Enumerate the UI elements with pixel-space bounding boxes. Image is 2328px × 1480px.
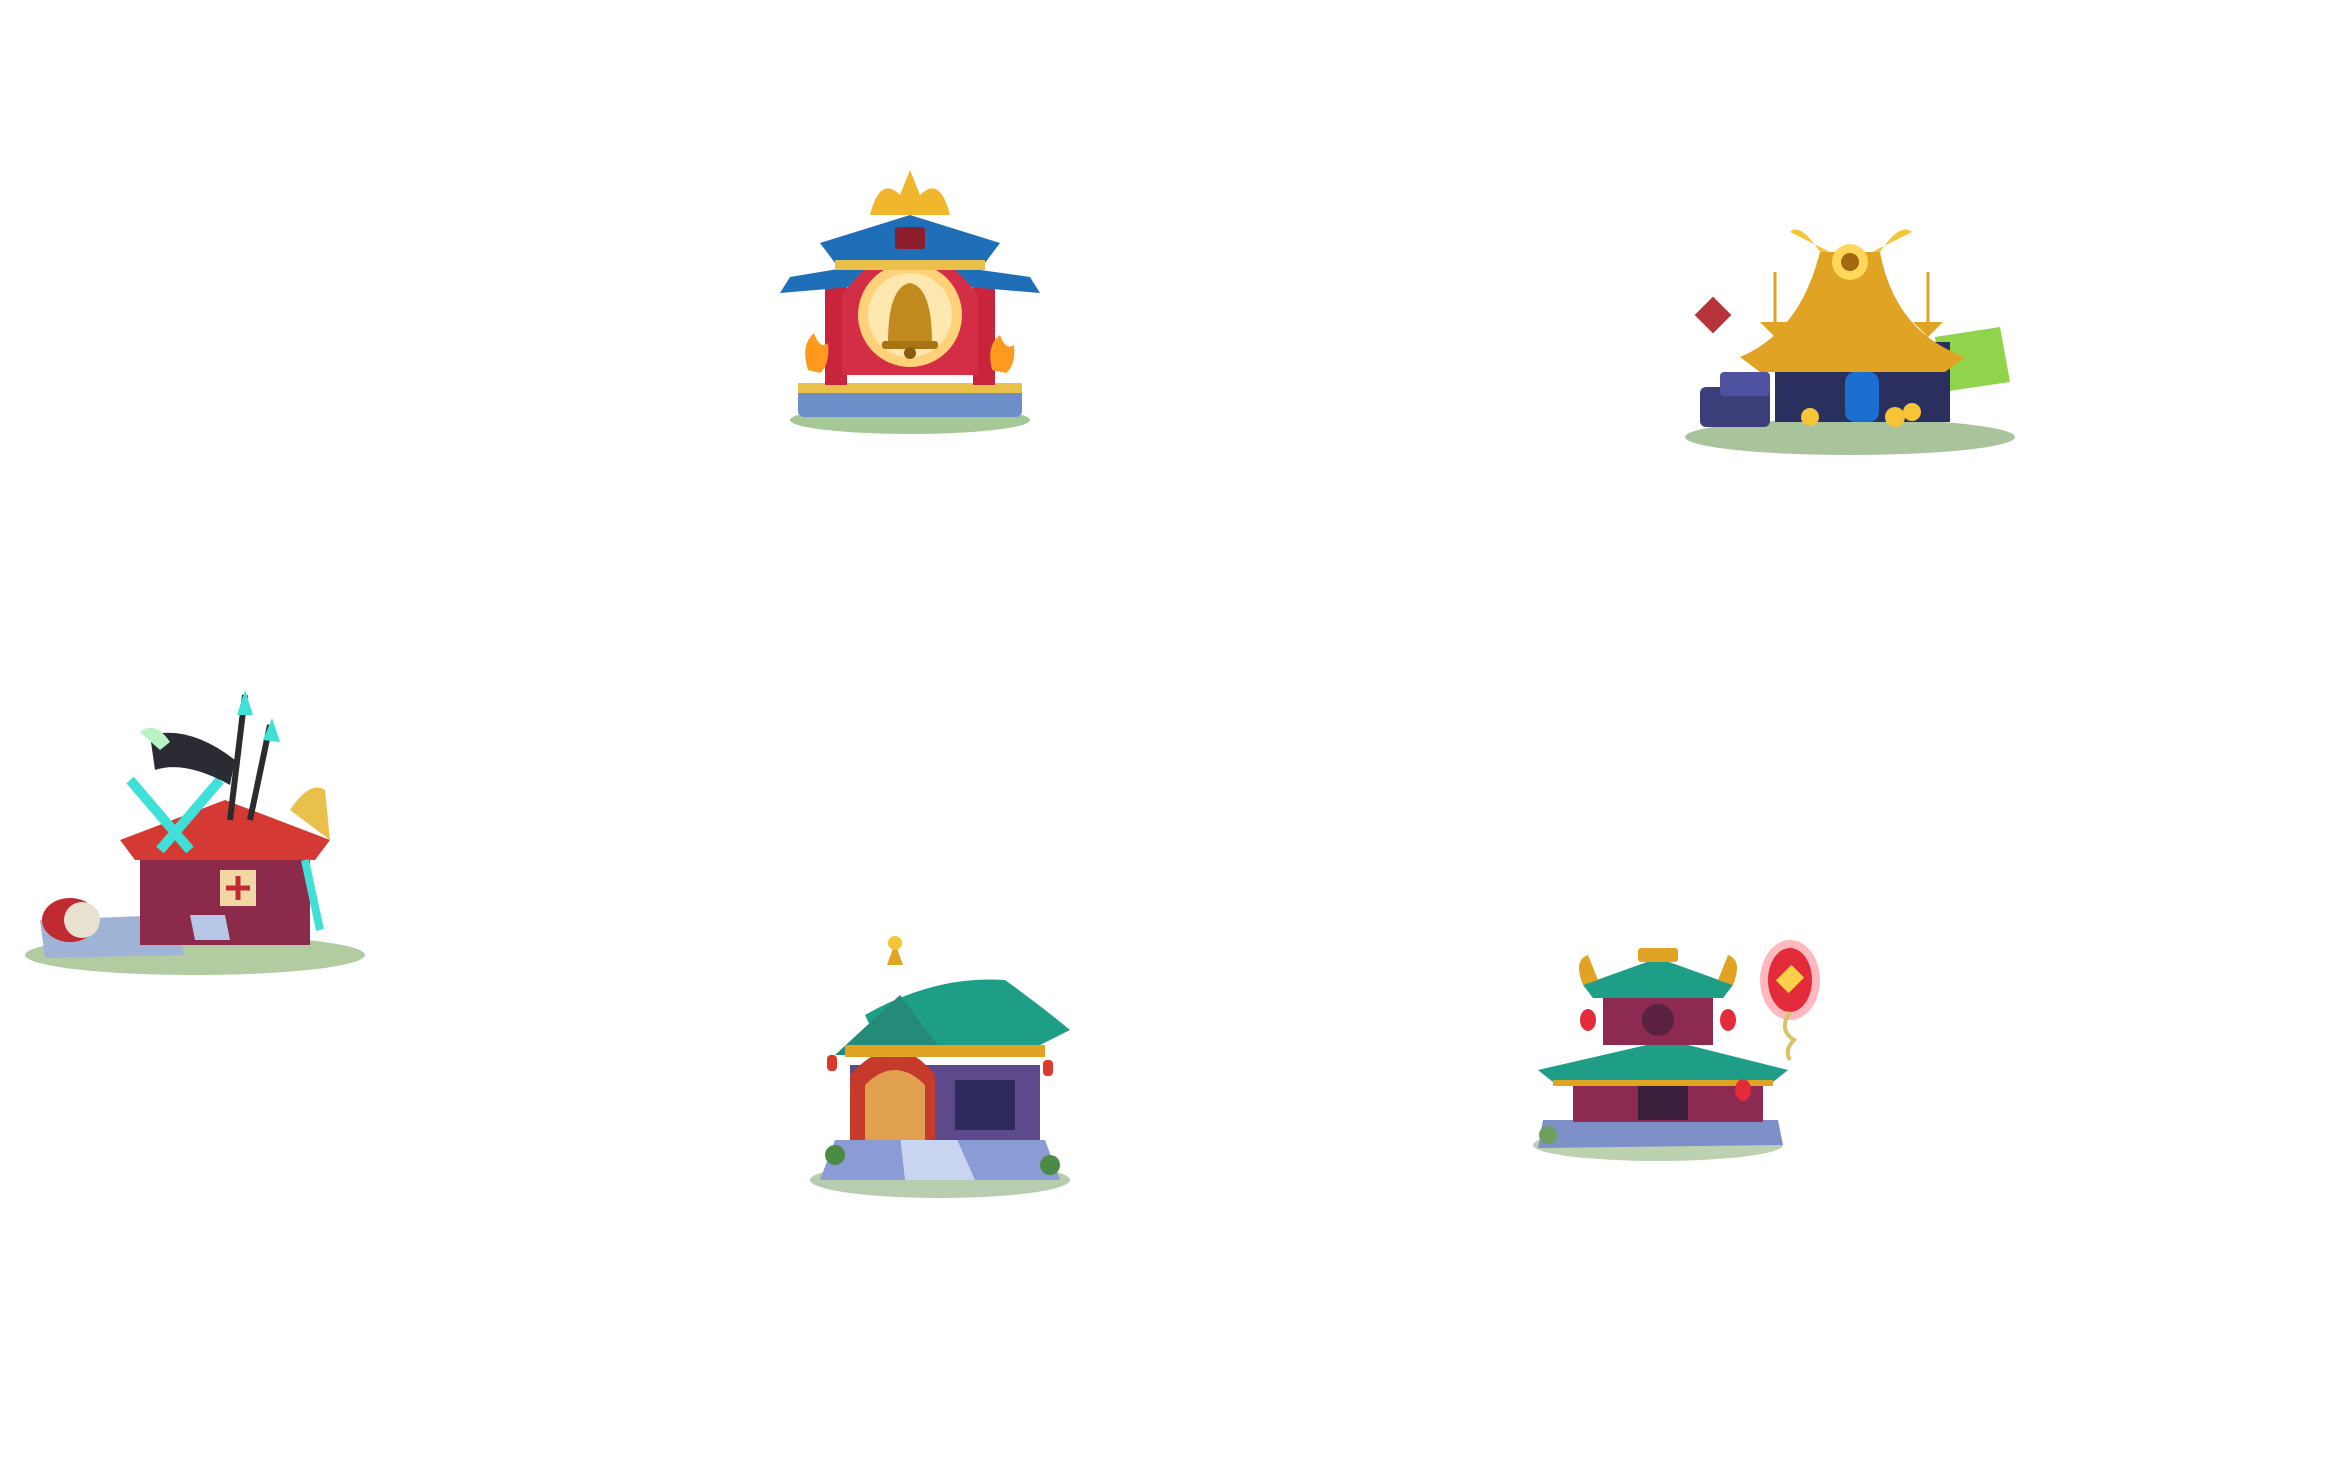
weapon-armory-building[interactable] (20, 690, 370, 990)
lantern-pavilion-icon (1533, 940, 1820, 1161)
bell-shrine-building[interactable] (780, 165, 1040, 445)
lantern-pavilion-building[interactable] (1528, 920, 1828, 1175)
bell-shrine-icon (780, 170, 1040, 434)
jade-temple-icon (810, 936, 1070, 1198)
jade-temple-building[interactable] (805, 935, 1075, 1210)
merchant-hall-building[interactable] (1680, 222, 2020, 472)
weapon-armory-icon (25, 690, 365, 975)
merchant-hall-icon (1685, 229, 2015, 455)
